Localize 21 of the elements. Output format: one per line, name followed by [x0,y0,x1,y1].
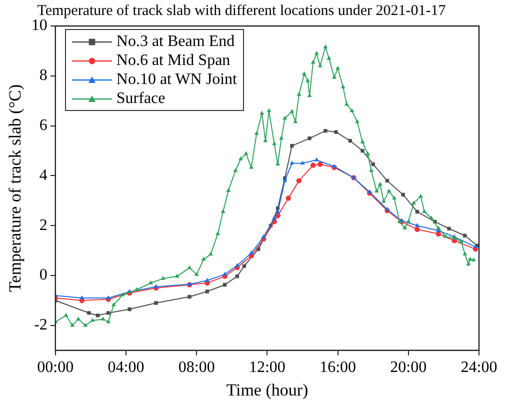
legend-label: No.3 at Beam End [116,32,235,51]
x-tick-label: 16:00 [320,359,356,376]
y-tick-label: -2 [34,316,48,334]
y-tick-label: 2 [39,216,48,234]
x-tick-label: 20:00 [390,359,427,376]
y-tick-label: 6 [39,117,48,134]
legend-label: No.10 at WN Joint [116,70,237,89]
y-tick-label: 8 [39,67,48,84]
legend-label: Surface [116,89,166,108]
x-tick-label: 08:00 [178,359,215,376]
y-tick-label: 4 [39,166,48,184]
x-tick-label: 00:00 [37,359,74,376]
legend-label: No.6 at Mid Span [116,51,230,70]
x-tick-label: 12:00 [248,359,286,376]
chart-title: Temperature of track slab with different locations under 2021-01-17 [37,2,446,19]
y-tick-label: 10 [31,17,48,34]
y-tick-label: 0 [39,266,48,284]
x-tick-label: 04:00 [108,359,144,376]
y-axis-title: Temperature of track slab (°C) [6,84,25,292]
x-axis-title: Time (hour) [226,380,308,400]
x-tick-label: 24:00 [460,359,498,376]
